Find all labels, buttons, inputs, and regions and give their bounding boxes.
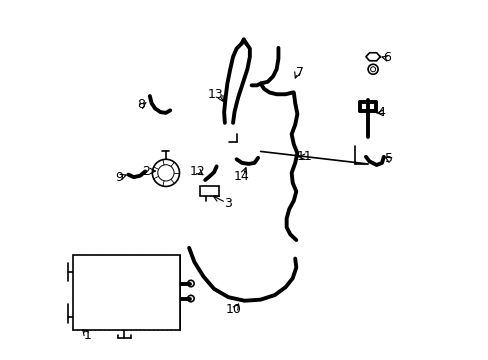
Text: 4: 4 — [377, 106, 385, 120]
Text: 10: 10 — [225, 303, 241, 316]
Text: 13: 13 — [207, 88, 224, 101]
Text: 11: 11 — [296, 150, 312, 163]
Text: 9: 9 — [115, 171, 122, 184]
Text: 2: 2 — [142, 165, 150, 177]
Bar — [73, 255, 180, 330]
Text: 1: 1 — [83, 329, 91, 342]
Text: 8: 8 — [137, 99, 145, 112]
Text: 12: 12 — [189, 165, 205, 177]
Text: 3: 3 — [224, 197, 232, 210]
Text: 14: 14 — [234, 170, 249, 183]
Bar — [200, 186, 219, 196]
Text: 7: 7 — [295, 66, 303, 79]
Text: 5: 5 — [385, 152, 392, 165]
Text: 6: 6 — [383, 51, 390, 64]
